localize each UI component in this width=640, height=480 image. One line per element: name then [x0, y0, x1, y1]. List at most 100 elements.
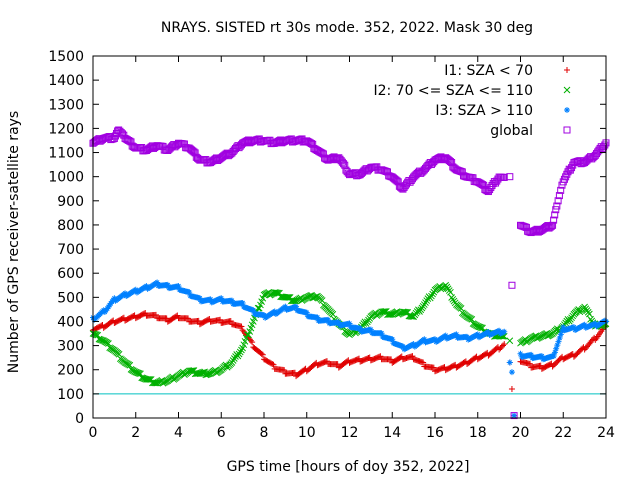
- data-point-outlier: [508, 386, 515, 393]
- data-point: [316, 148, 324, 156]
- data-point: [552, 206, 560, 214]
- data-point: [185, 315, 191, 322]
- data-point: [442, 332, 449, 339]
- data-point: [228, 297, 235, 304]
- data-point-outlier: [510, 412, 518, 420]
- data-point: [394, 178, 402, 186]
- data-point: [553, 345, 560, 352]
- data-point: [560, 324, 567, 331]
- data-point: [484, 188, 492, 196]
- data-point: [446, 158, 454, 166]
- data-point: [233, 143, 241, 151]
- data-point: [95, 335, 103, 343]
- x-tick-label: 14: [383, 425, 401, 441]
- data-point: [549, 221, 557, 229]
- data-point: [420, 359, 427, 366]
- data-point: [453, 331, 460, 338]
- data-point: [384, 168, 391, 176]
- data-point: [522, 223, 530, 231]
- y-tick-label: 1500: [48, 49, 84, 65]
- data-point: [357, 325, 364, 332]
- legend-marker: [563, 126, 571, 134]
- data-point: [308, 140, 315, 148]
- data-point: [448, 159, 456, 167]
- data-point: [317, 149, 325, 157]
- y-tick-label: 1400: [48, 73, 84, 89]
- data-point: [186, 289, 193, 296]
- data-point: [132, 286, 139, 293]
- data-point: [421, 336, 428, 343]
- data-point: [447, 288, 454, 296]
- x-tick-label: 4: [174, 425, 183, 441]
- data-point: [305, 138, 313, 146]
- y-tick-label: 1300: [48, 97, 84, 113]
- data-point: [122, 290, 129, 297]
- data-point: [306, 139, 314, 147]
- data-point: [501, 328, 508, 335]
- chart-title: NRAYS. SISTED rt 30s mode. 352, 2022. Ma…: [161, 20, 533, 36]
- data-point: [367, 326, 374, 333]
- legend-marker: [564, 107, 570, 113]
- x-tick-label: 8: [260, 425, 269, 441]
- data-layer: [89, 126, 610, 420]
- data-point: [430, 364, 437, 371]
- data-point-outlier: [508, 369, 515, 376]
- series-0: [90, 309, 609, 419]
- data-point: [378, 330, 385, 337]
- series-3: [89, 126, 610, 420]
- data-point-outlier: [506, 337, 514, 345]
- data-point: [546, 223, 554, 231]
- data-point-outlier: [508, 281, 516, 289]
- data-point: [551, 349, 558, 356]
- data-point: [282, 303, 289, 310]
- data-point: [190, 148, 198, 156]
- data-point: [139, 374, 147, 382]
- data-point: [538, 353, 545, 360]
- data-point: [143, 283, 150, 290]
- data-point: [410, 173, 418, 181]
- legend-entry-label: I2: 70 <= SZA <= 110: [373, 83, 533, 99]
- data-point: [138, 374, 146, 382]
- legend-marker: [564, 67, 570, 73]
- x-tick-label: 20: [512, 425, 530, 441]
- data-point: [238, 346, 245, 354]
- data-point-outlier: [506, 173, 514, 181]
- data-point: [480, 181, 488, 189]
- legend-entry-label: global: [490, 123, 533, 139]
- y-tick-label: 400: [57, 314, 84, 330]
- legend-entry-label: I3: SZA > 110: [435, 103, 533, 119]
- data-point: [479, 181, 486, 189]
- x-tick-label: 10: [298, 425, 316, 441]
- x-tick-label: 0: [89, 425, 98, 441]
- data-point: [499, 342, 506, 349]
- data-point: [601, 141, 609, 149]
- data-point: [346, 320, 353, 327]
- data-point: [497, 345, 504, 352]
- data-point: [570, 324, 577, 331]
- data-point: [270, 361, 277, 368]
- axis-layer: 0 2 4 6 8 10 12 14 16 18 20 22 240100200300400500600…: [48, 49, 615, 441]
- data-point: [592, 320, 599, 327]
- data-point: [557, 186, 565, 194]
- data-point: [485, 328, 492, 335]
- data-point: [555, 192, 563, 200]
- data-point: [496, 346, 503, 353]
- data-point: [269, 361, 276, 368]
- data-point: [115, 350, 123, 358]
- data-point: [496, 327, 503, 334]
- data-point: [457, 305, 465, 312]
- data-point: [468, 316, 476, 323]
- data-point: [191, 149, 199, 157]
- data-point: [588, 155, 596, 163]
- y-tick-label: 500: [57, 290, 84, 306]
- data-point: [425, 160, 433, 168]
- data-point: [249, 339, 256, 346]
- data-point: [238, 323, 245, 330]
- x-tick-label: 24: [597, 425, 615, 441]
- data-point: [207, 296, 214, 303]
- y-tick-label: 300: [57, 339, 84, 355]
- data-point: [235, 350, 243, 358]
- y-tick-label: 1000: [48, 170, 84, 186]
- data-point: [556, 334, 563, 341]
- data-point: [551, 211, 559, 219]
